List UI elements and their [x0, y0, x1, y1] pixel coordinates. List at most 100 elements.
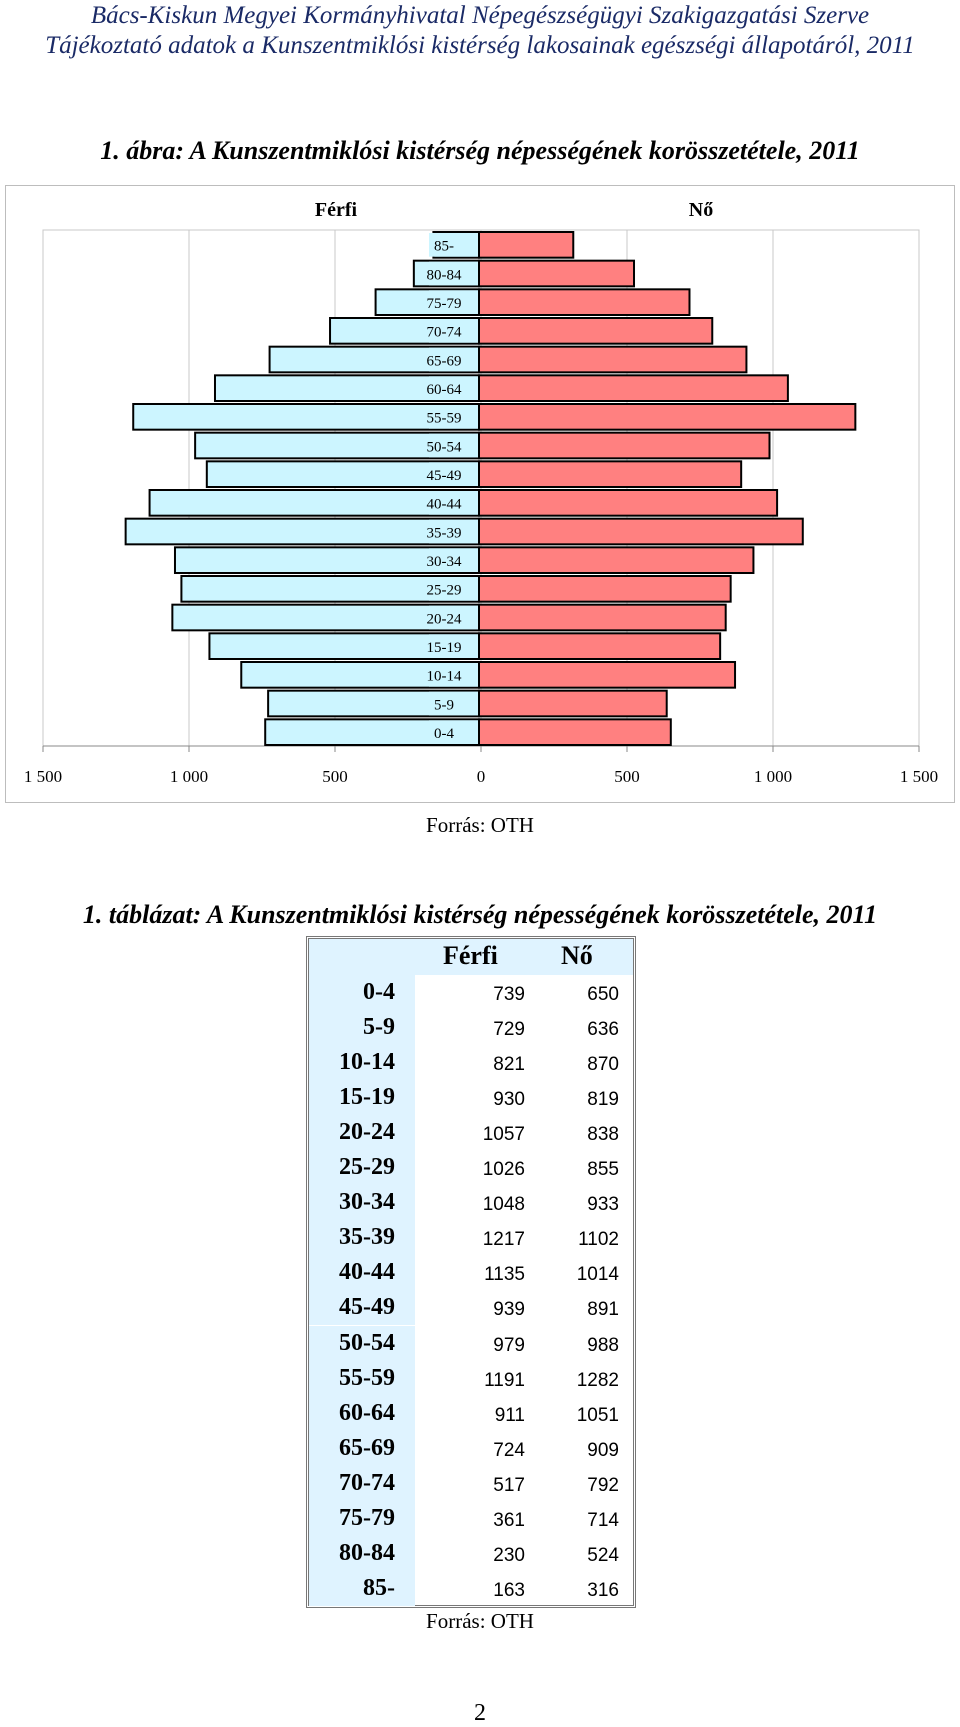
bar-female: [478, 345, 748, 374]
table-row: 40-44 1135 1014: [309, 1255, 633, 1291]
age-group-cell: 40-44: [309, 1255, 415, 1291]
table-row: 10-14 821 870: [309, 1045, 633, 1081]
age-group-cell: 35-39: [309, 1220, 415, 1256]
age-group-cell: 45-49: [309, 1290, 415, 1326]
column-header-male: Férfi: [443, 941, 498, 970]
age-group-cell: 70-74: [309, 1465, 415, 1501]
age-label: 85-: [434, 239, 454, 255]
population-table: Férfi Nő 0-4 739 650 5-9 729 636 10-14 821 870 15…: [306, 936, 636, 1608]
age-label: 35-39: [427, 525, 462, 541]
male-count-cell: 361: [493, 1509, 525, 1531]
bar-female: [478, 689, 668, 718]
x-tick-label: 1 000: [170, 767, 208, 786]
age-label: 10-14: [427, 669, 462, 685]
table-row: 15-19 930 819: [309, 1080, 633, 1116]
table-row: 80-84 230 524: [309, 1535, 633, 1571]
x-tick-label: 500: [322, 767, 348, 786]
female-count-cell: 870: [587, 1054, 619, 1076]
female-count-cell: 650: [587, 984, 619, 1005]
female-count-cell: 1282: [576, 1369, 619, 1391]
age-label-bg: [429, 663, 478, 687]
table-row: 75-79 361 714: [309, 1500, 633, 1536]
male-count-cell: 911: [494, 1404, 525, 1426]
age-group-cell: 85-: [309, 1570, 415, 1606]
bar-female: [478, 517, 804, 546]
bar-female: [478, 632, 722, 661]
age-label-bg: [429, 290, 478, 314]
table-row: 25-29 1026 855: [309, 1150, 633, 1186]
age-group-cell: 30-34: [309, 1185, 415, 1221]
x-tick-label: 1 000: [754, 767, 792, 786]
bar-female: [478, 460, 743, 489]
bar-male: [132, 403, 480, 431]
x-tick-label: 0: [477, 767, 486, 786]
bar-female: [478, 575, 732, 603]
bar-female: [478, 546, 755, 575]
age-group-cell: 75-79: [309, 1500, 415, 1536]
female-count-cell: 524: [587, 1544, 619, 1566]
population-pyramid-chart: 1 500 1 000 500 0 500 1 000 1 500 Férfi Nő 0-4 5-9…: [5, 185, 955, 803]
header-line-1: Bács-Kiskun Megyei Kormányhivatal Népegé…: [90, 2, 870, 29]
table-row: 0-4 739 650: [309, 975, 633, 1010]
bar-female: [478, 403, 857, 431]
x-tick-label: 1 500: [24, 767, 62, 786]
table-row: 60-64 911 1051: [309, 1395, 633, 1431]
table-row: 20-24 1057 838: [309, 1115, 633, 1151]
bar-female: [478, 603, 727, 632]
age-group-cell: 20-24: [309, 1115, 415, 1151]
figure-caption: 1. ábra: A Kunszentmiklósi kistérség nép…: [100, 136, 860, 165]
male-count-cell: 724: [493, 1439, 525, 1461]
x-tick-label: 500: [614, 767, 640, 786]
male-count-cell: 230: [493, 1544, 525, 1566]
age-label: 55-59: [427, 411, 462, 427]
header-line-2: Tájékoztató adatok a Kunszentmiklósi kis…: [45, 32, 915, 59]
bar-female: [478, 288, 691, 317]
male-count-cell: 821: [493, 1054, 525, 1076]
bar-female: [478, 431, 771, 460]
male-count-cell: 729: [493, 1019, 525, 1041]
female-count-cell: 909: [587, 1439, 619, 1461]
table-row: 5-9 729 636: [309, 1010, 633, 1046]
age-label-bg: [429, 519, 478, 544]
male-count-cell: 1135: [484, 1264, 525, 1286]
age-label: 80-84: [427, 267, 462, 283]
bar-female: [478, 259, 636, 288]
age-group-cell: 60-64: [309, 1395, 415, 1431]
table-row: 30-34 1048 933: [309, 1185, 633, 1221]
age-label-bg: [429, 720, 478, 744]
male-count-cell: 1191: [484, 1369, 525, 1391]
age-label: 30-34: [427, 554, 462, 570]
age-label-bg: [429, 376, 478, 400]
age-group-cell: 80-84: [309, 1535, 415, 1571]
female-count-cell: 316: [587, 1579, 619, 1601]
table-source: Forrás: OTH: [426, 1609, 534, 1633]
female-count-cell: 1051: [576, 1404, 619, 1426]
age-label-bg: [429, 577, 478, 601]
female-count-cell: 838: [587, 1124, 619, 1146]
age-group-cell: 55-59: [309, 1360, 415, 1396]
female-count-cell: 714: [587, 1509, 619, 1531]
chart-source: Forrás: OTH: [426, 813, 534, 837]
female-count-cell: 1102: [578, 1229, 619, 1251]
table-row: 35-39 1217 1102: [309, 1220, 633, 1256]
table-row: 55-59 1191 1282: [309, 1360, 633, 1396]
age-label: 5-9: [434, 697, 454, 713]
female-count-cell: 933: [587, 1194, 619, 1216]
male-count-cell: 1217: [482, 1229, 525, 1251]
bar-male: [148, 489, 481, 517]
table-row: 85- 163 316: [309, 1570, 633, 1606]
age-label: 75-79: [427, 296, 462, 312]
age-group-cell: 10-14: [309, 1045, 415, 1081]
table-caption: 1. táblázat: A Kunszentmiklósi kistérség…: [82, 900, 878, 929]
legend-male: Férfi: [315, 199, 358, 221]
table-row: 65-69 724 909: [309, 1430, 633, 1466]
x-tick-label: 1 500: [900, 767, 938, 786]
age-label: 70-74: [427, 325, 462, 341]
age-label-bg: [429, 319, 478, 343]
female-count-cell: 636: [587, 1019, 619, 1041]
age-label-bg: [429, 548, 478, 572]
age-label: 50-54: [427, 439, 462, 455]
bar-male: [173, 546, 480, 575]
age-label-bg: [429, 347, 478, 372]
age-label-bg: [429, 433, 478, 458]
